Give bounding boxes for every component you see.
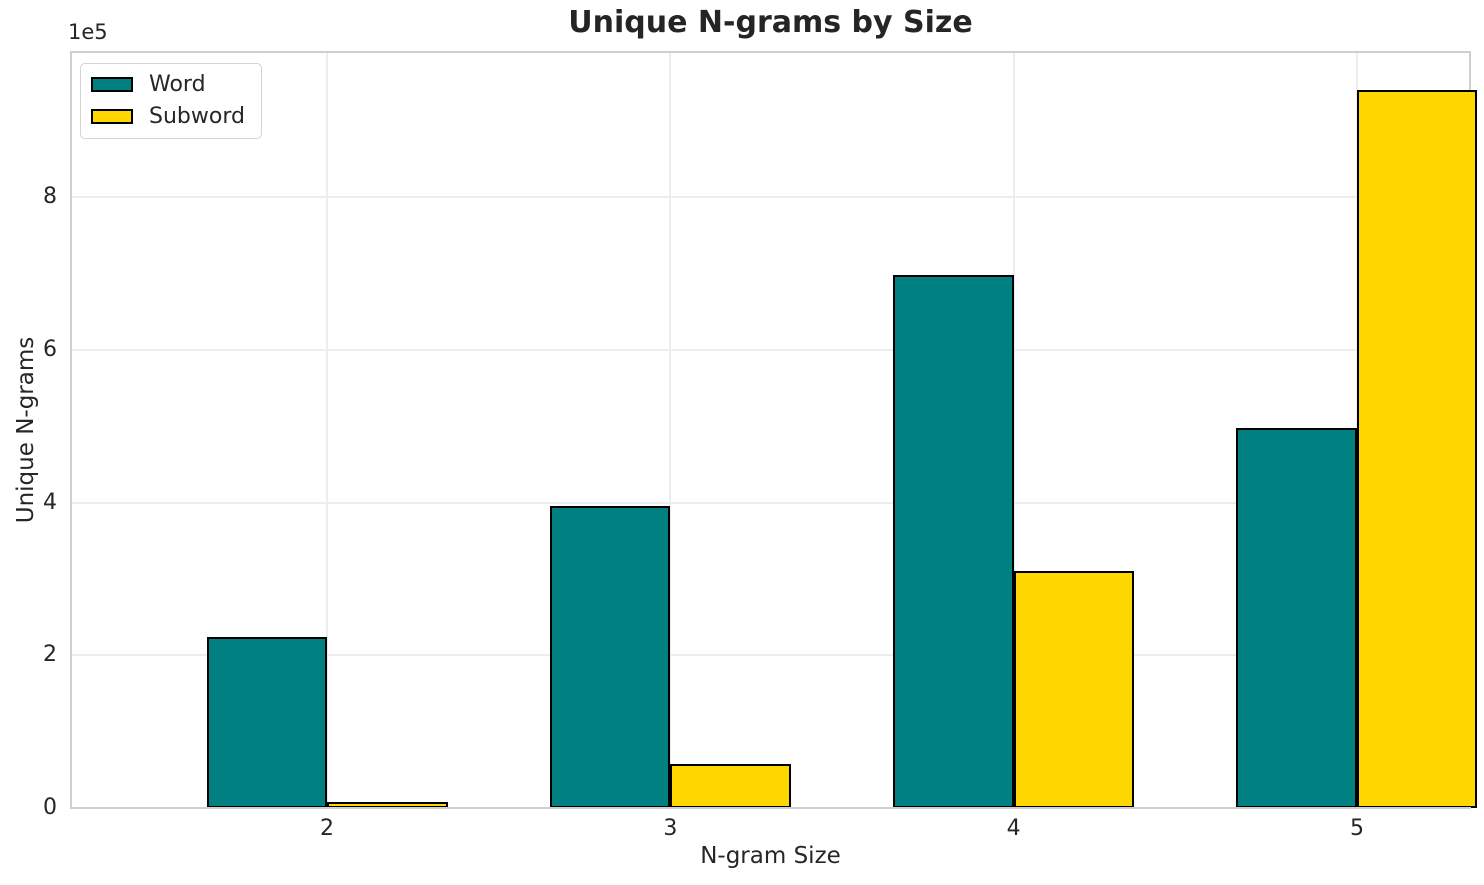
- axis-spine-bottom: [70, 807, 1471, 809]
- legend-swatch-subword: [91, 109, 133, 124]
- y-tick-label: 6: [43, 336, 57, 362]
- bar-word-4: [893, 274, 1014, 808]
- y-tick-label: 4: [43, 489, 57, 515]
- y-gridline: [71, 654, 1470, 657]
- legend-swatch-word: [91, 77, 133, 92]
- x-gridline: [326, 52, 328, 808]
- y-tick-label: 2: [43, 642, 57, 668]
- y-gridline: [71, 348, 1470, 351]
- axis-spine-top: [70, 51, 1471, 53]
- legend-item-subword: Subword: [91, 104, 245, 129]
- x-tick-label: 4: [1006, 816, 1021, 841]
- bar-subword-2: [327, 801, 448, 808]
- x-gridline: [669, 52, 672, 808]
- axis-spine-left: [70, 52, 72, 808]
- y-tick-label: 8: [43, 184, 57, 210]
- chart-title: Unique N-grams by Size: [568, 5, 973, 40]
- bar-subword-5: [1356, 90, 1478, 808]
- bar-subword-4: [1013, 571, 1135, 808]
- y-gridline: [71, 196, 1470, 199]
- bar-word-3: [549, 506, 671, 808]
- bar-subword-3: [670, 764, 791, 808]
- legend: Word Subword: [80, 63, 262, 139]
- y-tick-label: 0: [43, 795, 57, 820]
- legend-label: Subword: [149, 104, 245, 129]
- bar-word-5: [1236, 428, 1357, 808]
- x-tick-label: 2: [320, 816, 334, 841]
- y-gridline: [71, 501, 1470, 504]
- y-axis-offset-label: 1e5: [68, 20, 108, 44]
- x-tick-label: 3: [663, 816, 678, 841]
- legend-item-word: Word: [91, 72, 245, 97]
- x-gridline: [1012, 52, 1015, 808]
- legend-label: Word: [149, 72, 206, 97]
- x-axis-label: N-gram Size: [700, 843, 841, 869]
- x-tick-label: 5: [1349, 816, 1364, 841]
- bar-word-2: [206, 636, 327, 808]
